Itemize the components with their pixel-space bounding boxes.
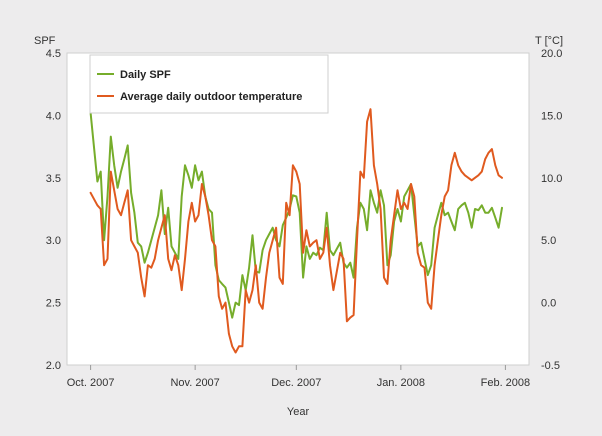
x-tick-label: Jan. 2008 bbox=[377, 377, 425, 389]
y-left-tick-label: 4.5 bbox=[46, 48, 61, 60]
y-right-axis-label: T [°C] bbox=[535, 35, 563, 47]
y-right-tick-label: 10.0 bbox=[541, 173, 562, 185]
y-left-tick-label: 2.0 bbox=[46, 360, 61, 372]
legend-label-temperature: Average daily outdoor temperature bbox=[120, 91, 302, 103]
x-ticks: Oct. 2007 Nov. 2007 Dec. 2007 Jan. 2008 Feb.… bbox=[67, 365, 530, 389]
x-axis-label: Year bbox=[287, 406, 310, 418]
y-left-ticks: 2.0 2.5 3.0 3.5 4.0 4.5 bbox=[46, 48, 61, 372]
legend-label-spf: Daily SPF bbox=[120, 69, 171, 81]
y-right-tick-label: 0.0 bbox=[541, 298, 556, 310]
series-layer bbox=[89, 108, 503, 354]
legend-box bbox=[89, 54, 329, 114]
plot-border bbox=[66, 52, 530, 366]
y-left-tick-label: 3.0 bbox=[46, 235, 61, 247]
y-right-tick-label: 15.0 bbox=[541, 110, 562, 122]
y-right-tick-label: 20.0 bbox=[541, 48, 562, 60]
y-left-tick-label: 2.5 bbox=[46, 298, 61, 310]
y-left-tick-label: 4.0 bbox=[46, 110, 61, 122]
y-right-ticks: -0.5 0.0 5.0 10.0 15.0 20.0 bbox=[541, 48, 562, 372]
y-right-tick-label: -0.5 bbox=[541, 360, 560, 372]
x-tick-label: Dec. 2007 bbox=[271, 377, 321, 389]
series-line-outdoor-temperature bbox=[89, 108, 503, 354]
y-left-axis-label: SPF bbox=[34, 35, 56, 47]
legend: Daily SPF Average daily outdoor temperat… bbox=[89, 54, 329, 114]
series-line-daily-spf bbox=[89, 111, 503, 319]
x-tick-label: Nov. 2007 bbox=[170, 377, 219, 389]
y-left-tick-label: 3.5 bbox=[46, 173, 61, 185]
x-tick-label: Oct. 2007 bbox=[67, 377, 115, 389]
x-tick-label: Feb. 2008 bbox=[481, 377, 531, 389]
y-right-tick-label: 5.0 bbox=[541, 235, 556, 247]
